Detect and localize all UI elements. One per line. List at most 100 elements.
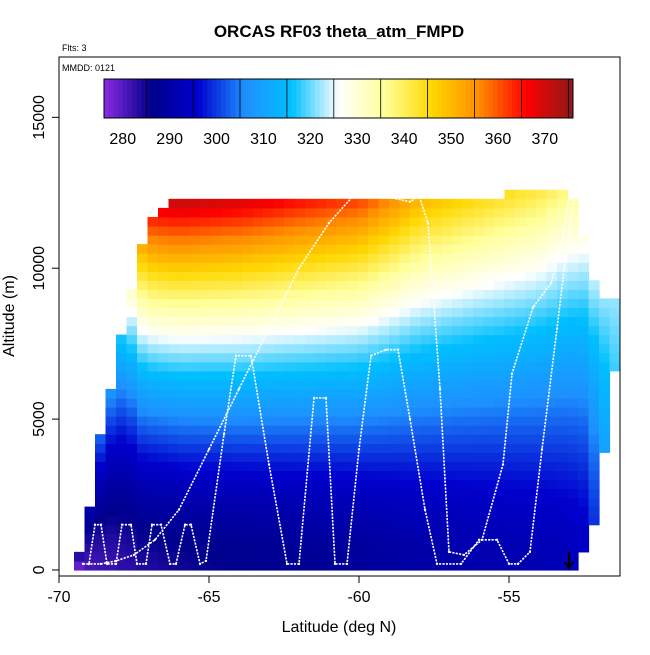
field-cell-1398 [462,253,474,263]
field-cell-775 [305,325,317,336]
field-cell-8 [84,506,96,517]
field-cell-494 [231,271,243,281]
field-cell-979 [357,334,369,345]
field-cell-1586 [515,416,527,426]
field-cell-271 [179,434,191,444]
field-cell-219 [168,533,180,544]
field-cell-1784 [567,524,579,535]
field-cell-771 [305,361,317,372]
field-cell-227 [168,461,180,471]
field-cell-425 [221,524,233,535]
field-cell-1426 [473,370,485,381]
field-cell-549 [252,515,264,526]
field-cell-917 [347,524,359,535]
field-cell-382 [210,542,222,553]
field-cell-814 [315,343,327,354]
track-point-41 [540,448,544,451]
field-cell-694 [284,316,296,327]
field-cell-800 [315,470,327,481]
field-cell-1215 [420,425,432,435]
field-cell-1254 [431,443,443,453]
field-cell-91 [126,370,138,381]
field-cell-1249 [431,488,443,499]
field-cell-149 [147,452,159,462]
field-cell-877 [336,515,348,526]
field-cell-1162 [410,533,422,544]
field-cell-520 [242,407,254,417]
field-cell-574 [252,289,264,299]
field-cell-457 [221,235,233,245]
field-cell-1575 [515,515,527,526]
colorbar-swatch-15 [174,79,180,118]
colorbar-swatch-52 [347,79,353,118]
track-point-28 [357,448,361,451]
colorbar-swatch-93 [540,79,546,118]
track-point-35 [459,562,463,566]
field-cell-47 [116,533,128,544]
field-cell-1516 [494,298,506,309]
field-cell-340 [200,551,212,562]
colorbar-swatch-42 [300,79,307,118]
field-cell-767 [305,397,317,408]
field-cell-547 [252,533,264,544]
field-cell-902 [336,289,348,299]
field-cell-655 [273,298,285,309]
field-cell-332 [189,253,201,263]
field-cell-33 [105,479,117,490]
field-cell-1228 [420,307,432,318]
field-cell-1275 [431,253,443,263]
colorbar-swatch-0 [104,79,110,118]
track-point-69 [99,562,103,566]
field-cell-1696 [546,560,558,571]
field-cell-1014 [368,388,380,399]
colorbar-swatch-56 [366,79,372,118]
field-cell-1604 [515,253,527,263]
field-cell-392 [210,452,222,462]
field-cell-85 [126,425,138,435]
field-cell-1686 [536,271,548,281]
field-cell-493 [231,280,243,290]
field-cell-1620 [525,488,537,499]
field-cell-1080 [389,533,401,544]
field-cell-579 [252,244,264,254]
field-cell-430 [221,479,233,490]
field-cell-1116 [389,207,401,218]
colorbar-tick-label-2: 300 [203,131,230,148]
field-cell-1063 [378,316,390,327]
field-cell-1861 [588,470,600,481]
field-cell-135 [137,253,149,263]
field-cell-1317 [441,244,453,254]
track-point-40 [528,550,532,554]
field-cell-322 [189,343,201,354]
field-cell-1297 [441,425,453,435]
field-cell-818 [315,307,327,318]
colorbar-swatch-68 [422,79,429,118]
field-cell-629 [273,533,285,544]
field-cell-1779 [557,189,569,200]
track-point-39 [516,562,520,566]
field-cell-665 [273,207,285,218]
colorbar-swatch-72 [441,79,447,118]
field-cell-559 [252,425,264,435]
field-cell-428 [221,497,233,508]
field-cell-974 [357,379,369,390]
field-cell-448 [221,316,233,327]
field-cell-807 [315,407,327,417]
field-cell-833 [326,542,338,553]
field-cell-1680 [536,325,548,336]
field-cell-379 [200,198,212,209]
field-cell-421 [221,560,233,571]
field-cell-278 [179,370,191,381]
field-cell-868 [326,225,338,236]
field-cell-985 [357,280,369,290]
field-cell-1155 [399,225,411,236]
field-cell-79 [126,479,138,490]
field-cell-542 [242,207,254,218]
field-cell-1207 [420,497,432,508]
field-cell-1628 [525,416,537,426]
field-cell-177 [158,551,170,562]
field-cell-293 [179,235,191,245]
field-cell-232 [168,416,180,426]
field-cell-43 [105,388,117,399]
field-cell-465 [231,533,243,544]
